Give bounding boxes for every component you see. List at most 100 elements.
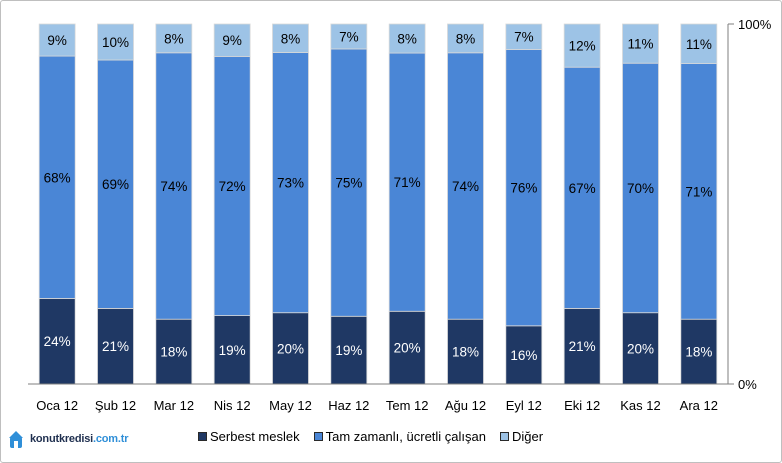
data-label-tam-10: 67% [569,181,596,196]
y-tick-label-1: 100% [738,17,772,32]
y-axis-group: 100% 0% [28,17,772,392]
x-tick-label-9: Eyl 12 [506,398,542,413]
logo: konutkredisi.com.tr [8,429,128,449]
bar-tam-9 [505,49,543,327]
bars-group: 24% 68% 9% 21% 69% 10% 18% 74% 8% 19% 72% 9% 20% 73% 8… [38,23,718,385]
x-tick-label-10: Eki 12 [564,398,600,413]
bar-diger-9 [505,23,543,50]
data-label-diger-6: 7% [339,29,359,44]
x-tick-label-12: Ara 12 [680,398,718,413]
bar-tam-4 [213,56,251,317]
legend-item-serbest: Serbest meslek [198,429,300,444]
bar-tam-5 [272,52,309,314]
x-tick-label-3: Mar 12 [154,398,194,413]
data-label-tam-1: 68% [44,170,71,185]
legend-swatch-serbest [198,432,207,441]
data-label-serbest-2: 21% [102,339,129,354]
data-label-serbest-3: 18% [160,345,187,360]
x-tick-label-5: May 12 [269,398,312,413]
legend-swatch-tam [313,432,323,441]
legend: Serbest meslek Tam zamanlı, ücretli çalı… [198,429,557,444]
data-label-diger-7: 8% [397,32,417,47]
x-tick-label-7: Tem 12 [386,398,429,413]
data-label-serbest-7: 20% [394,341,421,356]
data-label-diger-12: 11% [686,37,712,52]
data-label-tam-8: 74% [452,179,479,194]
x-tick-label-8: Ağu 12 [445,398,486,413]
data-label-tam-7: 71% [394,175,421,190]
data-label-serbest-11: 20% [627,341,654,356]
bar-diger-10 [563,23,601,68]
bar-diger-7 [388,23,426,54]
bar-diger-1 [38,23,76,57]
bar-diger-2 [97,23,134,61]
data-label-serbest-12: 18% [685,345,712,360]
data-label-serbest-9: 16% [510,348,537,363]
bar-serbest-10 [563,307,601,385]
data-label-tam-9: 76% [510,181,537,196]
x-tick-label-1: Oca 12 [36,398,78,413]
bar-diger-11 [622,23,659,64]
bar-serbest-3 [155,318,193,385]
data-label-tam-3: 74% [160,179,187,194]
legend-label-diger: Diğer [512,429,544,444]
bar-serbest-1 [38,298,76,385]
data-label-diger-4: 9% [222,33,242,48]
bar-tam-11 [622,62,659,314]
logo-text: konutkredisi.com.tr [30,433,128,445]
data-label-diger-3: 8% [164,31,184,46]
bar-diger-5 [272,23,309,53]
bar-diger-6 [330,23,368,50]
bar-serbest-4 [213,315,251,385]
bar-diger-4 [213,23,251,57]
bar-tam-10 [563,66,601,309]
data-label-serbest-10: 21% [569,339,596,354]
bar-diger-12 [680,23,718,64]
data-label-diger-9: 7% [514,30,534,45]
bar-tam-2 [97,59,134,309]
bar-tam-8 [447,52,484,320]
x-axis-categories: Oca 12 Şub 12 Mar 12 Nis 12 May 12 Haz 12 Tem … [36,398,718,413]
data-label-serbest-6: 19% [335,343,362,358]
x-tick-label-2: Şub 12 [95,398,136,413]
data-label-diger-10: 12% [569,39,596,54]
data-label-diger-5: 8% [281,31,301,46]
data-label-diger-1: 9% [47,33,67,48]
logo-brand: konutkredisi [30,433,94,445]
legend-label-tam: Tam zamanlı, ücretli çalışan [325,429,486,444]
data-label-tam-4: 72% [219,179,246,194]
house-icon [9,431,23,448]
data-label-tam-11: 70% [627,181,654,196]
data-label-diger-11: 11% [627,37,653,52]
bar-serbest-8 [447,318,484,385]
data-label-tam-5: 73% [277,176,304,191]
data-label-serbest-5: 20% [277,341,304,356]
bar-tam-3 [155,52,193,320]
bar-diger-3 [155,23,193,54]
bar-serbest-7 [388,310,426,385]
bar-diger-8 [447,23,484,54]
legend-item-diger: Diğer [500,429,543,444]
legend-label-serbest: Serbest meslek [210,429,300,444]
logo-domain: .com.tr [93,433,129,445]
data-label-diger-2: 10% [102,35,129,50]
data-label-tam-6: 75% [335,176,362,191]
data-label-diger-8: 8% [456,31,476,46]
data-label-serbest-1: 24% [44,334,71,349]
data-label-tam-12: 71% [685,184,712,199]
x-tick-label-6: Haz 12 [328,398,369,413]
x-tick-label-4: Nis 12 [214,398,251,413]
data-label-serbest-4: 19% [219,343,246,358]
bar-tam-7 [388,52,426,312]
bar-tam-12 [680,63,718,320]
x-tick-label-11: Kas 12 [620,398,660,413]
legend-item-tam: Tam zamanlı, ücretli çalışan [313,429,486,444]
bar-tam-6 [330,48,368,317]
y-tick-label-2: 0% [738,377,757,392]
bar-serbest-6 [330,315,368,385]
bar-serbest-9 [505,325,543,385]
data-label-tam-2: 69% [102,177,129,192]
legend-swatch-diger [500,432,509,441]
data-label-serbest-8: 18% [452,345,479,360]
